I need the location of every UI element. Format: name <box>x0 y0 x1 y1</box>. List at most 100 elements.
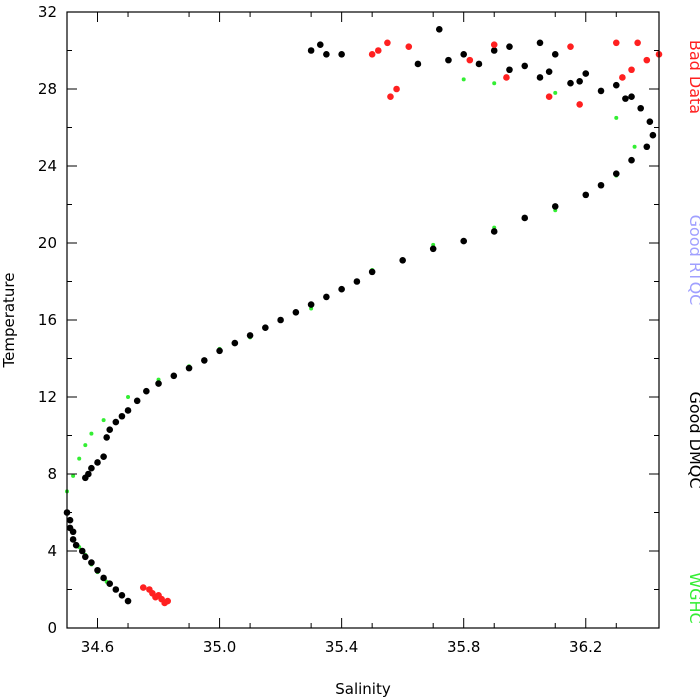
point-good-dmqc <box>338 285 345 293</box>
point-good-dmqc <box>88 559 95 566</box>
point-bad-data <box>503 74 510 81</box>
point-good-dmqc <box>567 79 574 87</box>
point-wghc <box>77 456 82 461</box>
point-good-dmqc <box>216 347 223 355</box>
point-good-dmqc <box>307 301 315 308</box>
legend-item-good-dmqc: Good DMQC <box>686 391 700 488</box>
point-bad-data <box>152 593 159 601</box>
y-axis-title: Temperature <box>0 272 18 368</box>
point-good-dmqc <box>551 203 559 210</box>
point-wghc <box>101 418 106 423</box>
y-tick-label: 8 <box>47 465 57 483</box>
point-good-dmqc <box>69 528 77 536</box>
point-good-dmqc <box>475 60 483 68</box>
y-tick-label: 28 <box>38 80 57 98</box>
x-tick-label: 34.6 <box>81 638 114 656</box>
point-good-dmqc <box>490 47 498 54</box>
point-good-dmqc <box>490 228 498 235</box>
point-good-dmqc <box>460 51 468 58</box>
point-good-dmqc <box>85 470 92 478</box>
point-good-dmqc <box>100 574 107 582</box>
point-good-dmqc <box>536 39 544 47</box>
y-tick-label: 24 <box>38 157 57 175</box>
point-good-dmqc <box>597 181 605 189</box>
point-good-dmqc <box>170 372 178 380</box>
y-tick-label: 12 <box>38 388 57 406</box>
point-good-dmqc <box>649 131 657 139</box>
point-bad-data <box>161 599 168 607</box>
point-good-dmqc <box>646 118 654 126</box>
point-good-dmqc <box>292 309 300 316</box>
point-good-dmqc <box>597 87 605 95</box>
point-bad-data <box>368 51 376 58</box>
point-bad-data <box>405 43 413 50</box>
point-good-dmqc <box>628 93 635 100</box>
point-good-dmqc <box>545 68 553 75</box>
legend-item-bad-data: Bad Data <box>686 40 700 114</box>
point-wghc <box>553 90 558 95</box>
point-good-dmqc <box>112 418 120 426</box>
point-good-dmqc <box>277 316 284 324</box>
point-good-dmqc <box>576 78 583 85</box>
point-good-dmqc <box>246 332 254 339</box>
point-good-dmqc <box>399 257 406 264</box>
legend-item-good-rtqc: Good RTQC <box>686 215 700 306</box>
y-tick-label: 4 <box>47 542 57 560</box>
y-tick-label: 0 <box>47 619 57 637</box>
point-good-dmqc <box>94 566 101 574</box>
point-bad-data <box>619 74 626 81</box>
point-good-dmqc <box>88 464 95 472</box>
point-good-dmqc <box>582 191 590 199</box>
point-good-dmqc <box>307 47 315 54</box>
point-good-dmqc <box>82 553 89 561</box>
point-bad-data <box>387 93 394 100</box>
point-good-dmqc <box>94 459 101 466</box>
point-good-dmqc <box>414 60 422 68</box>
point-bad-data <box>384 39 391 47</box>
point-good-dmqc <box>133 397 141 405</box>
x-tick-label: 35.4 <box>325 638 358 656</box>
point-wghc <box>492 81 497 86</box>
point-good-dmqc <box>231 339 239 347</box>
point-good-dmqc <box>429 245 437 253</box>
point-bad-data <box>490 41 498 49</box>
point-good-dmqc <box>185 364 193 372</box>
point-good-dmqc <box>536 74 544 81</box>
point-bad-data <box>612 39 620 47</box>
scatter-points <box>63 26 663 607</box>
point-good-dmqc <box>69 536 77 543</box>
point-good-dmqc <box>582 70 590 77</box>
x-axis-title: Salinity <box>335 680 391 698</box>
point-good-dmqc <box>124 407 132 414</box>
y-tick-label: 32 <box>38 3 57 21</box>
point-good-dmqc <box>506 66 513 74</box>
point-good-dmqc <box>460 237 468 245</box>
point-good-dmqc <box>637 104 644 112</box>
point-good-dmqc <box>155 380 162 387</box>
point-good-dmqc <box>78 547 86 555</box>
point-good-dmqc <box>262 324 269 332</box>
x-tick-label: 35.0 <box>203 638 236 656</box>
point-good-dmqc <box>628 156 635 164</box>
point-good-dmqc <box>201 357 208 364</box>
point-good-dmqc <box>551 51 559 58</box>
point-good-dmqc <box>612 170 620 177</box>
point-good-dmqc <box>100 453 107 460</box>
point-good-dmqc <box>612 81 620 89</box>
point-wghc <box>632 144 637 149</box>
point-bad-data <box>576 101 583 108</box>
point-good-dmqc <box>435 26 443 33</box>
point-good-dmqc <box>118 591 126 599</box>
axes: 34.6 35.0 35.4 35.8 36.2 0 4 8 12 16 20 24 28 32 Salin… <box>0 3 660 698</box>
point-bad-data <box>643 56 651 64</box>
point-good-dmqc <box>124 597 132 605</box>
point-good-dmqc <box>368 268 376 276</box>
point-bad-data <box>374 47 382 54</box>
point-good-dmqc <box>521 62 529 70</box>
point-good-dmqc <box>106 580 114 588</box>
point-bad-data <box>466 56 474 64</box>
point-bad-data <box>634 39 641 47</box>
point-wghc <box>71 473 76 478</box>
